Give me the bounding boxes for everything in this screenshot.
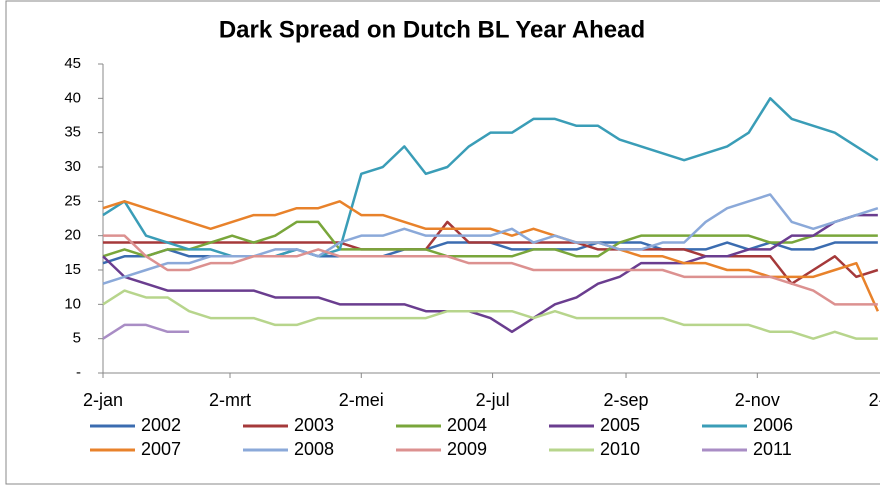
x-tick-label: 2-jan [83,390,123,410]
legend-label: 2004 [447,415,487,435]
y-tick-label: 15 [64,261,81,278]
y-tick-label: 5 [73,330,81,347]
series-line [102,200,879,312]
y-tick-label: - [76,364,81,381]
y-tick-label: 45 [64,55,81,72]
x-tick-label: 2-mrt [209,390,251,410]
legend-label: 2008 [294,439,334,459]
y-tick-label: 20 [64,227,81,244]
legend-label: 2010 [600,439,640,459]
legend-label: 2011 [753,439,792,459]
legend-label: 2009 [447,439,487,459]
legend-label: 2003 [294,415,334,435]
series-line [102,323,190,340]
x-tick-label: 2-mei [339,390,384,410]
series-line [102,213,878,334]
y-tick-label: 25 [64,192,81,209]
legend-label: 2002 [141,415,181,435]
x-tick-label: 2-nov [735,390,780,410]
series-line [102,289,878,340]
legend-label: 2007 [141,439,181,459]
y-tick-label: 35 [64,124,81,141]
y-tick-label: 10 [64,295,81,312]
series-line [102,220,878,258]
y-tick-label: 30 [64,158,81,175]
x-tick-label: 2-jul [476,390,510,410]
x-tick-label: 2-sep [604,390,649,410]
series-line [103,220,879,285]
x-tick-label: 2-jan [869,390,880,410]
series-line [103,234,878,306]
legend-label: 2005 [600,415,640,435]
y-tick-label: 40 [64,89,81,106]
series-line [102,193,879,285]
chart-title: Dark Spread on Dutch BL Year Ahead [219,16,645,43]
legend-label: 2006 [753,415,793,435]
